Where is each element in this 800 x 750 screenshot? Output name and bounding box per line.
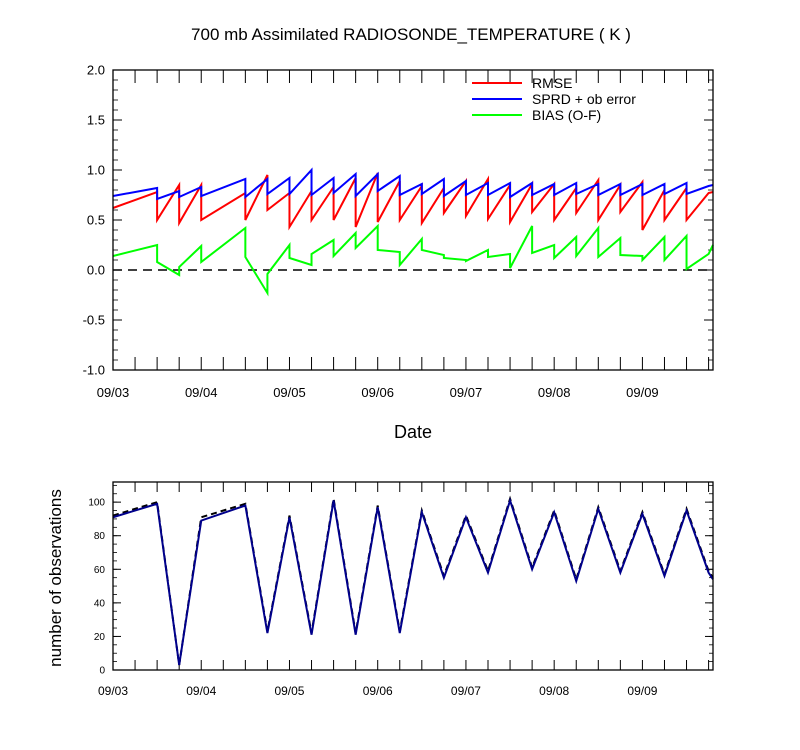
top-plot-frame <box>112 69 714 371</box>
y-tick-label: 2.0 <box>87 63 105 78</box>
x-tick-label: 09/03 <box>98 684 128 698</box>
x-tick-label: 09/06 <box>363 684 393 698</box>
bottom-panel: 09/03 09/04 09/05 09/06 09/07 09/08 09/09 0 20 40… <box>46 481 714 698</box>
top-chart-title: 700 mb Assimilated RADIOSONDE_TEMPERATUR… <box>191 25 631 44</box>
legend-label: SPRD + ob error <box>532 91 636 107</box>
bottom-plot-area: 09/03 09/04 09/05 09/06 09/07 09/08 09/09 0 20 40… <box>88 482 714 698</box>
y-tick-label: 60 <box>94 565 106 576</box>
y-tick-label: 100 <box>88 498 105 509</box>
y-tick-label: 0.5 <box>87 213 105 228</box>
series-line-sprd-ob-error <box>112 167 714 201</box>
legend-label: RMSE <box>532 75 572 91</box>
x-tick-label: 09/08 <box>538 385 571 400</box>
y-tick-label: 0 <box>99 666 105 677</box>
bottom-plot-frame <box>112 481 714 671</box>
x-tick-label: 09/06 <box>361 385 394 400</box>
y-tick-label: 1.0 <box>87 163 105 178</box>
top-plot-area: 09/03 09/04 09/05 09/06 09/07 09/08 09/09 -1.0 -… <box>83 63 714 400</box>
legend-label: BIAS (O-F) <box>532 107 601 123</box>
x-tick-label: 09/04 <box>185 385 218 400</box>
top-panel: 700 mb Assimilated RADIOSONDE_TEMPERATUR… <box>83 25 714 442</box>
x-tick-label: 09/07 <box>451 684 481 698</box>
x-tick-label: 09/05 <box>273 385 306 400</box>
x-tick-label: 09/03 <box>97 385 130 400</box>
x-tick-label: 09/09 <box>626 385 659 400</box>
y-tick-label: -0.5 <box>83 313 105 328</box>
bottom-y-axis-label: number of observations <box>46 489 65 667</box>
x-tick-label: 09/08 <box>539 684 569 698</box>
y-tick-label: 1.5 <box>87 113 105 128</box>
y-tick-label: 0.0 <box>87 263 105 278</box>
series-line-bias-o-f <box>112 223 714 297</box>
y-tick-label: 40 <box>94 598 106 609</box>
x-tick-label: 09/07 <box>450 385 483 400</box>
x-tick-label: 09/05 <box>274 684 304 698</box>
x-tick-label: 09/09 <box>627 684 657 698</box>
y-tick-label: -1.0 <box>83 363 105 378</box>
x-tick-label: 09/04 <box>186 684 216 698</box>
y-tick-label: 20 <box>94 632 106 643</box>
y-tick-label: 80 <box>94 531 106 542</box>
series-line-assimilated-observations <box>112 497 714 666</box>
top-x-axis-label: Date <box>394 422 432 442</box>
